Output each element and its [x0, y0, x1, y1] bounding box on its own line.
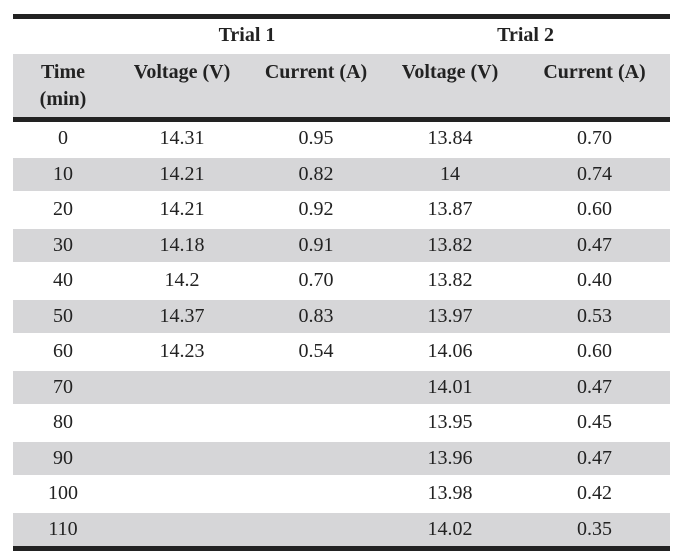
current-trial-1-cell: 0.82 [251, 156, 382, 193]
group-header-trial-1: Trial 1 [113, 14, 382, 53]
voltage-trial-2-cell: 13.96 [381, 440, 520, 477]
voltage-trial-1-cell: 14.31 [113, 119, 251, 158]
voltage-trial-2-cell: 14.02 [381, 511, 520, 551]
table-body: 0 14.31 0.95 13.84 0.70 10 14.21 0.82 14 0.74 20 14… [13, 119, 671, 551]
column-header-current-trial-2: Current (A) [519, 52, 671, 122]
table-row: 20 14.21 0.92 13.87 0.60 [13, 192, 671, 229]
voltage-trial-1-cell [113, 405, 251, 442]
current-trial-2-cell: 0.35 [519, 511, 671, 551]
column-header-time: Time (min) [13, 52, 113, 122]
voltage-trial-2-cell: 14.01 [381, 369, 520, 406]
time-cell: 60 [13, 334, 113, 371]
current-trial-1-cell: 0.54 [251, 334, 382, 371]
current-trial-2-cell: 0.60 [519, 192, 671, 229]
voltage-trial-2-cell: 13.98 [381, 476, 520, 513]
current-trial-2-cell: 0.42 [519, 476, 671, 513]
column-header-current-trial-1: Current (A) [251, 52, 382, 122]
column-header-row: Time (min) Voltage (V) Current (A) Volta… [13, 52, 671, 122]
column-header-time-line2: (min) [39, 88, 87, 110]
voltage-trial-1-cell [113, 511, 251, 551]
voltage-trial-1-cell: 14.21 [113, 156, 251, 193]
table-row: 60 14.23 0.54 14.06 0.60 [13, 334, 671, 371]
time-cell: 80 [13, 405, 113, 442]
current-trial-1-cell [251, 511, 382, 551]
voltage-trial-1-cell: 14.37 [113, 298, 251, 335]
group-header-trial-2: Trial 2 [381, 14, 671, 53]
current-trial-1-cell [251, 440, 382, 477]
trial-data-table: Trial 1 Trial 2 Time (min) Voltage (V) C… [13, 14, 671, 551]
table-row: 90 13.96 0.47 [13, 440, 671, 477]
column-header-voltage-trial-1: Voltage (V) [113, 52, 251, 122]
group-header-empty [13, 14, 113, 53]
current-trial-1-cell [251, 476, 382, 513]
table-row: 0 14.31 0.95 13.84 0.70 [13, 119, 671, 158]
voltage-trial-1-cell: 14.2 [113, 263, 251, 300]
current-trial-1-cell [251, 369, 382, 406]
time-cell: 20 [13, 192, 113, 229]
current-trial-1-cell: 0.70 [251, 263, 382, 300]
voltage-trial-1-cell [113, 476, 251, 513]
time-cell: 50 [13, 298, 113, 335]
current-trial-2-cell: 0.47 [519, 369, 671, 406]
voltage-trial-2-cell: 13.95 [381, 405, 520, 442]
table-row: 110 14.02 0.35 [13, 511, 671, 551]
current-trial-2-cell: 0.40 [519, 263, 671, 300]
table-row: 10 14.21 0.82 14 0.74 [13, 156, 671, 193]
current-trial-2-cell: 0.47 [519, 440, 671, 477]
current-trial-2-cell: 0.47 [519, 227, 671, 264]
data-table-container: Trial 1 Trial 2 Time (min) Voltage (V) C… [13, 14, 671, 551]
time-cell: 10 [13, 156, 113, 193]
table-row: 100 13.98 0.42 [13, 476, 671, 513]
voltage-trial-2-cell: 13.82 [381, 227, 520, 264]
voltage-trial-1-cell [113, 369, 251, 406]
voltage-trial-1-cell: 14.21 [113, 192, 251, 229]
current-trial-1-cell: 0.95 [251, 119, 382, 158]
current-trial-2-cell: 0.45 [519, 405, 671, 442]
current-trial-1-cell: 0.92 [251, 192, 382, 229]
current-trial-2-cell: 0.60 [519, 334, 671, 371]
time-cell: 70 [13, 369, 113, 406]
voltage-trial-2-cell: 13.87 [381, 192, 520, 229]
voltage-trial-1-cell: 14.18 [113, 227, 251, 264]
voltage-trial-1-cell: 14.23 [113, 334, 251, 371]
column-header-voltage-trial-2: Voltage (V) [381, 52, 520, 122]
column-header-time-line1: Time [40, 61, 86, 83]
time-cell: 0 [13, 119, 113, 158]
time-cell: 110 [13, 511, 113, 551]
voltage-trial-2-cell: 13.84 [381, 119, 520, 158]
current-trial-1-cell: 0.91 [251, 227, 382, 264]
time-cell: 40 [13, 263, 113, 300]
table-row: 40 14.2 0.70 13.82 0.40 [13, 263, 671, 300]
current-trial-2-cell: 0.70 [519, 119, 671, 158]
current-trial-1-cell [251, 405, 382, 442]
time-cell: 90 [13, 440, 113, 477]
current-trial-2-cell: 0.53 [519, 298, 671, 335]
voltage-trial-2-cell: 14 [381, 156, 520, 193]
voltage-trial-2-cell: 14.06 [381, 334, 520, 371]
table-row: 70 14.01 0.47 [13, 369, 671, 406]
table-row: 50 14.37 0.83 13.97 0.53 [13, 298, 671, 335]
voltage-trial-1-cell [113, 440, 251, 477]
voltage-trial-2-cell: 13.82 [381, 263, 520, 300]
voltage-trial-2-cell: 13.97 [381, 298, 520, 335]
current-trial-2-cell: 0.74 [519, 156, 671, 193]
current-trial-1-cell: 0.83 [251, 298, 382, 335]
time-cell: 30 [13, 227, 113, 264]
table-row: 30 14.18 0.91 13.82 0.47 [13, 227, 671, 264]
time-cell: 100 [13, 476, 113, 513]
group-header-row: Trial 1 Trial 2 [13, 14, 671, 53]
table-row: 80 13.95 0.45 [13, 405, 671, 442]
